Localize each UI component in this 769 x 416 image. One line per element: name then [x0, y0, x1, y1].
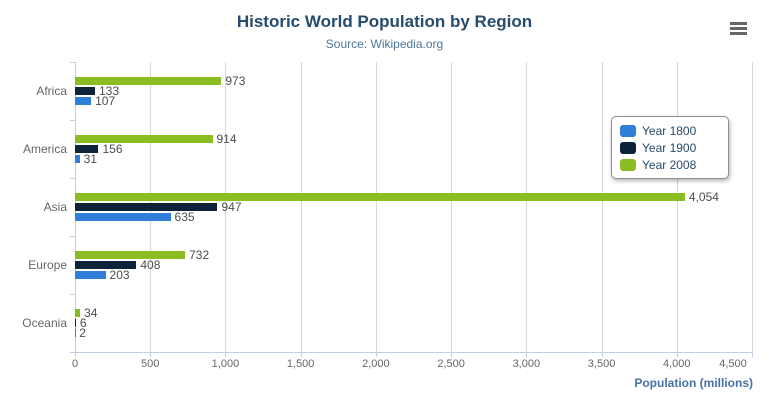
- bar-value-label: 635: [174, 210, 195, 224]
- bar-value-label: 914: [216, 132, 237, 146]
- hamburger-icon: [730, 21, 748, 35]
- x-axis-tick: [676, 352, 678, 357]
- x-axis-tick-label: 4,000: [663, 358, 691, 370]
- legend-swatch-year-2008: [620, 158, 636, 171]
- x-axis-tick: [225, 352, 227, 357]
- x-axis-tick: [526, 352, 528, 357]
- legend-label: Year 1800: [642, 123, 697, 138]
- x-axis-tick-label: 1,500: [286, 358, 315, 370]
- bar-year-2008-europe[interactable]: [75, 251, 186, 259]
- x-axis-tick: [75, 352, 76, 357]
- gridline: [601, 62, 603, 352]
- x-axis-tick-label: 3,000: [512, 358, 541, 370]
- chart-title: Historic World Population by Region: [236, 12, 533, 31]
- y-axis-tick: [70, 352, 75, 353]
- x-axis-tick: [601, 352, 603, 357]
- bar-year-1800-europe[interactable]: [75, 271, 106, 279]
- bar-year-1800-africa[interactable]: [75, 97, 92, 105]
- gridline: [225, 62, 227, 352]
- x-axis-tick: [150, 352, 152, 357]
- bar-value-label: 133: [99, 84, 120, 98]
- bar-value-label: 31: [83, 152, 98, 166]
- bar-year-1800-asia[interactable]: [75, 213, 171, 221]
- legend: Year 1800 Year 1900 Year 2008: [611, 116, 729, 179]
- y-axis-category-label: Oceania: [22, 316, 67, 330]
- x-axis-line: [75, 352, 753, 353]
- bar-value-label: 408: [140, 258, 161, 272]
- bar-year-1800-america[interactable]: [75, 155, 80, 163]
- bar-year-1900-asia[interactable]: [75, 203, 218, 211]
- y-axis-tick: [70, 62, 75, 63]
- legend-item-year-1900[interactable]: Year 1900: [620, 139, 720, 156]
- chart-subtitle: Source: Wikipedia.org: [325, 37, 444, 51]
- bar-year-1900-europe[interactable]: [75, 261, 137, 269]
- gridline: [300, 62, 302, 352]
- legend-item-year-1800[interactable]: Year 1800: [620, 122, 720, 139]
- y-axis-tick: [70, 120, 75, 121]
- bar-value-label: 732: [189, 248, 210, 262]
- y-axis-tick: [70, 294, 75, 295]
- bar-year-2008-africa[interactable]: [75, 77, 222, 85]
- bar-value-label: 2: [79, 326, 86, 340]
- gridline: [526, 62, 528, 352]
- x-axis-tick-label: 3,500: [587, 358, 616, 370]
- gridline: [451, 62, 453, 352]
- legend-swatch-year-1800: [620, 124, 636, 137]
- y-axis-category-label: America: [22, 142, 67, 156]
- x-axis-title: Population (millions): [634, 376, 753, 390]
- x-axis-tick-label: 1,000: [211, 358, 240, 370]
- bar-value-label: 203: [109, 268, 130, 282]
- x-axis-tick-label: 500: [141, 358, 160, 370]
- y-axis-category-label: Europe: [28, 258, 67, 272]
- bar-value-label: 156: [102, 142, 123, 156]
- x-axis-tick: [752, 352, 753, 357]
- y-axis-category-label: Asia: [43, 200, 67, 214]
- bar-value-label: 6: [79, 316, 87, 330]
- bar-value-label: 107: [95, 94, 116, 108]
- legend-label: Year 2008: [642, 157, 697, 172]
- gridline: [676, 62, 678, 352]
- bar-value-label: 4,054: [688, 190, 719, 204]
- y-axis-category-label: Africa: [36, 84, 67, 98]
- x-axis-tick-label: 2,000: [362, 358, 390, 370]
- bar-year-1900-africa[interactable]: [75, 87, 95, 95]
- legend-item-year-2008[interactable]: Year 2008: [620, 156, 720, 173]
- bar-year-2008-asia[interactable]: [75, 193, 685, 201]
- x-axis-tick-label: 4,500: [719, 358, 747, 370]
- legend-label: Year 1900: [642, 140, 697, 155]
- y-axis-tick: [70, 178, 75, 179]
- bar-value-label: 973: [225, 74, 246, 88]
- bar-year-2008-oceania[interactable]: [75, 309, 81, 317]
- bar-year-1900-america[interactable]: [75, 145, 99, 153]
- bar-year-2008-america[interactable]: [75, 135, 213, 143]
- x-axis-tick: [375, 352, 377, 357]
- export-menu-button[interactable]: [728, 19, 750, 37]
- y-axis-tick: [70, 236, 75, 237]
- x-axis-tick-label: 0: [71, 358, 79, 370]
- bar-year-1900-oceania[interactable]: [75, 319, 76, 327]
- legend-swatch-year-1900: [620, 141, 636, 154]
- gridline: [752, 62, 753, 352]
- x-axis-tick-label: 2,500: [437, 358, 465, 370]
- x-axis-tick: [451, 352, 453, 357]
- bar-value-label: 947: [221, 200, 242, 214]
- gridline: [375, 62, 377, 352]
- bar-value-label: 34: [84, 306, 98, 320]
- x-axis-tick: [300, 352, 302, 357]
